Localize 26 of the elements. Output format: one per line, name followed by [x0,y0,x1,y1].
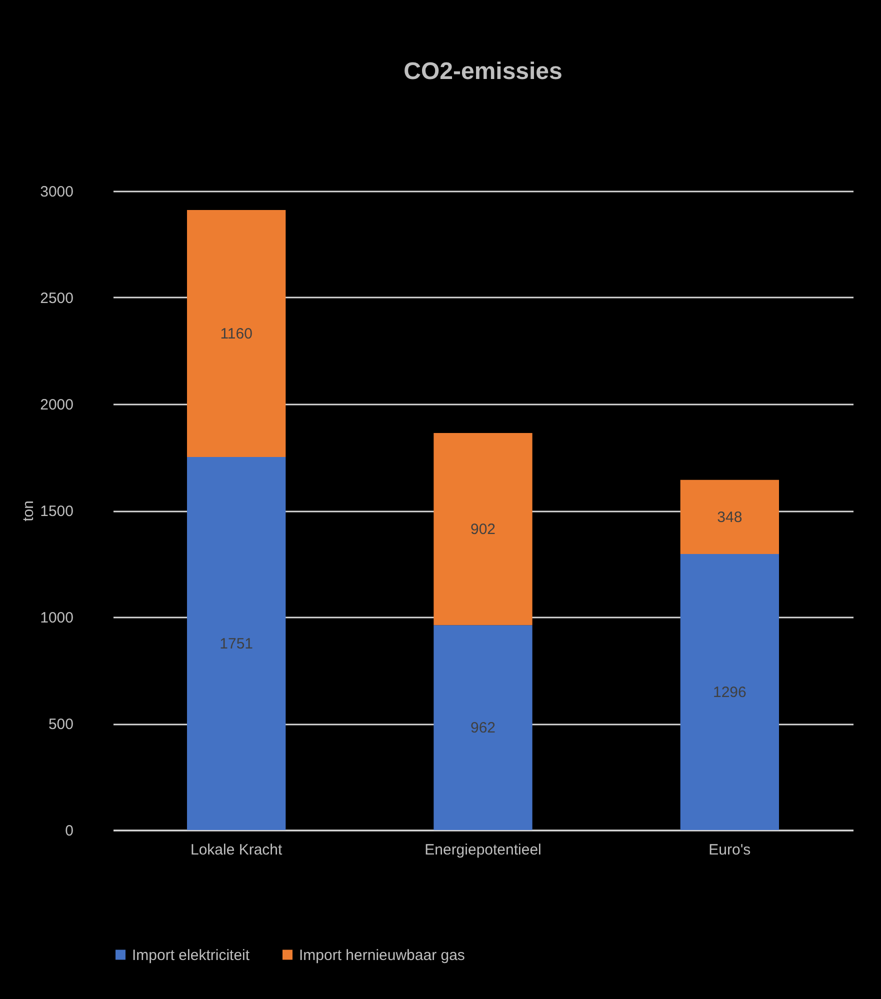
bar [187,210,286,458]
legend-label: Import hernieuwbaar gas [299,946,465,964]
legend-label: Import elektriciteit [132,946,250,964]
data-label: 1160 [220,325,252,342]
x-tick-label: Euro's [708,842,751,858]
bar [680,480,779,554]
data-label: 1296 [712,684,746,701]
y-tick-label: 1000 [40,610,74,626]
x-tick-label: Lokale Kracht [190,842,284,858]
bar [680,554,779,830]
y-tick-label: 0 [65,822,74,840]
y-tick-label: 1500 [40,503,74,520]
y-axis-title: ton [20,500,38,522]
data-label: 348 [717,508,742,526]
bar [434,432,532,626]
chart-title: CO2-emissies [404,58,562,85]
y-tick-label: 2000 [40,396,74,414]
bar [187,457,286,830]
data-label: 902 [470,521,496,538]
bar [434,625,532,830]
x-tick-label: Energiepotentieel [424,842,542,858]
data-label: 962 [470,720,496,737]
y-tick-label: 2500 [40,290,74,307]
y-tick-label: 500 [48,716,74,733]
y-tick-label: 3000 [40,184,74,200]
data-label: 1751 [220,636,254,653]
